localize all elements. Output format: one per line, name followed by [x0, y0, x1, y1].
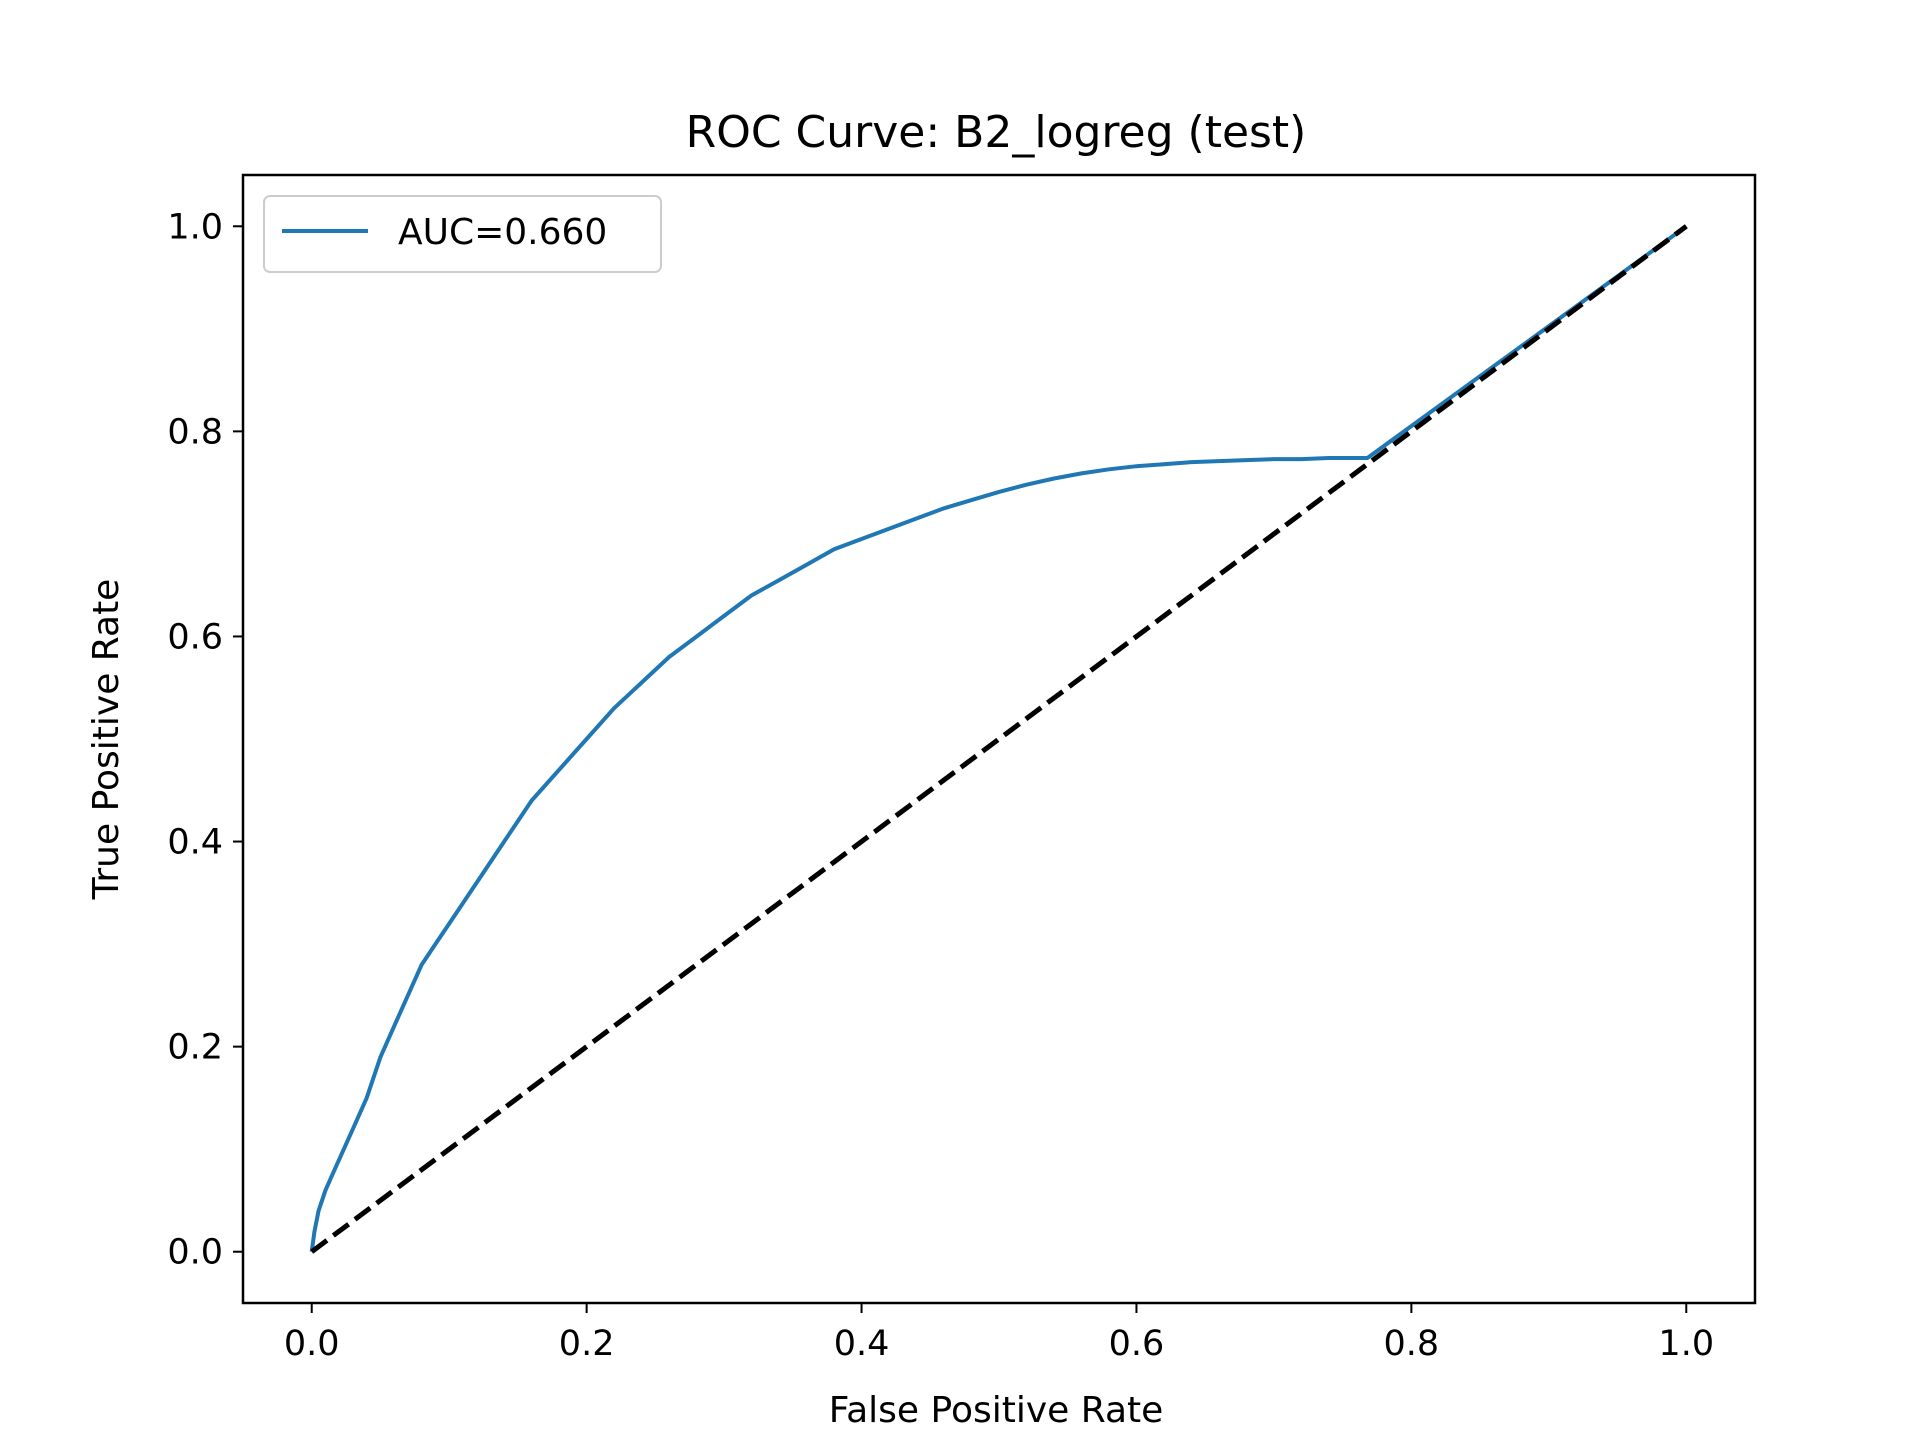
chart-title: ROC Curve: B2_logreg (test) — [686, 107, 1307, 158]
y-tick-label: 0.6 — [167, 617, 223, 657]
x-axis: 0.0 0.2 0.4 0.6 0.8 1.0 — [284, 1303, 1714, 1364]
diagonal-reference-line — [310, 224, 1688, 1254]
y-tick-label: 0.2 — [167, 1028, 223, 1068]
x-axis-label: False Positive Rate — [829, 1390, 1164, 1431]
plot-frame — [241, 173, 1757, 1305]
y-tick-label: 1.0 — [167, 207, 223, 247]
legend: AUC=0.660 — [263, 195, 662, 273]
y-axis: 0.0 0.2 0.4 0.6 0.8 1.0 — [167, 207, 243, 1273]
plot-area — [309, 224, 1688, 1254]
y-axis-label: True Positive Rate — [86, 579, 127, 901]
x-tick-label: 0.6 — [1109, 1324, 1165, 1364]
x-tick-label: 0.8 — [1384, 1324, 1440, 1364]
y-tick-label: 0.4 — [167, 823, 223, 863]
x-tick-label: 0.0 — [284, 1324, 340, 1364]
y-tick-label: 0.0 — [167, 1233, 223, 1273]
x-tick-label: 1.0 — [1658, 1324, 1714, 1364]
roc-curve-line — [309, 224, 1688, 1252]
x-tick-label: 0.4 — [834, 1324, 890, 1364]
legend-entry-label: AUC=0.660 — [398, 212, 607, 253]
y-tick-label: 0.8 — [167, 412, 223, 452]
x-tick-label: 0.2 — [559, 1324, 615, 1364]
legend-box — [263, 195, 662, 273]
